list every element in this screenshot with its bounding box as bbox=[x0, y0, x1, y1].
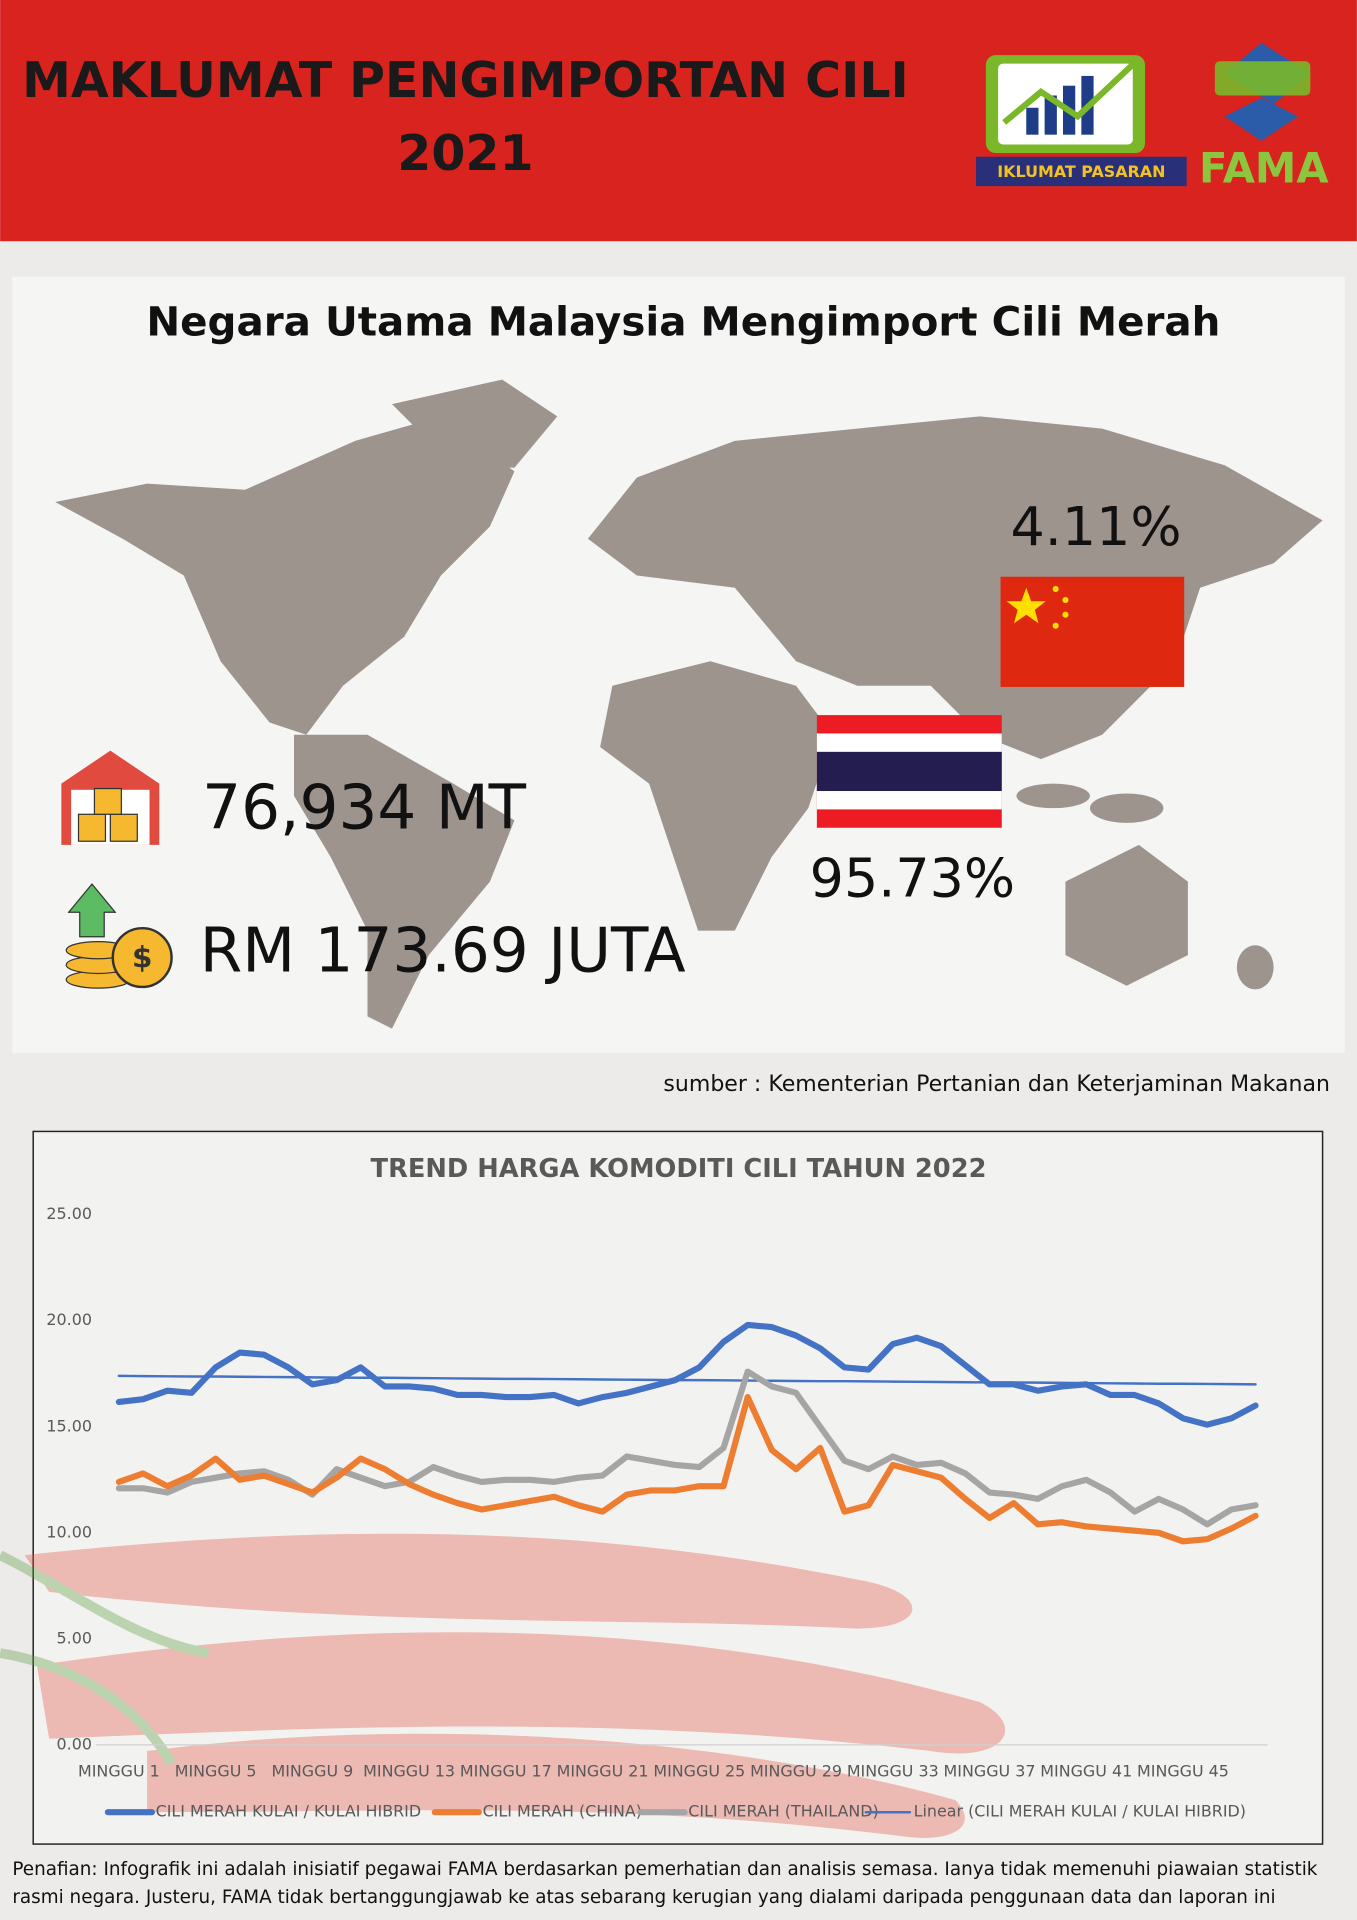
x-tick-label: MINGGU 13 bbox=[363, 1761, 455, 1780]
brand: FAMA bbox=[1199, 143, 1329, 192]
legend-label: CILI MERAH (CHINA) bbox=[483, 1802, 642, 1821]
logo-text: IKLUMAT PASARAN bbox=[997, 162, 1165, 181]
disclaimer: Penafian: Infografik ini adalah inisiati… bbox=[12, 1859, 1317, 1880]
legend-label: CILI MERAH (THAILAND) bbox=[688, 1802, 878, 1821]
x-tick-label: MINGGU 17 bbox=[460, 1761, 552, 1780]
import-volume: 76,934 MT bbox=[202, 772, 526, 843]
china-flag bbox=[1000, 576, 1185, 687]
y-tick-label: 25.00 bbox=[46, 1204, 92, 1223]
x-tick-label: MINGGU 45 bbox=[1137, 1761, 1229, 1780]
disclaimer: rasmi negara. Justeru, FAMA tidak bertan… bbox=[12, 1887, 1275, 1908]
thailand-share: 95.73% bbox=[810, 846, 1015, 909]
y-tick-label: 15.00 bbox=[46, 1416, 92, 1435]
x-tick-label: MINGGU 41 bbox=[1040, 1761, 1132, 1780]
source-note: sumber : Kementerian Pertanian dan Keter… bbox=[663, 1072, 1330, 1097]
legend-label: CILI MERAH KULAI / KULAI HIBRID bbox=[156, 1802, 421, 1821]
x-tick-label: MINGGU 29 bbox=[750, 1761, 842, 1780]
chart-title: TREND HARGA KOMODITI CILI TAHUN 2022 bbox=[371, 1154, 987, 1184]
x-tick-label: MINGGU 9 bbox=[271, 1761, 353, 1780]
x-tick-label: MINGGU 1 bbox=[78, 1761, 160, 1780]
header-band bbox=[0, 0, 1357, 242]
series-line bbox=[115, 1394, 1259, 1545]
thailand-flag bbox=[816, 715, 1002, 828]
x-tick-label: MINGGU 21 bbox=[557, 1761, 649, 1780]
x-tick-label: MINGGU 37 bbox=[944, 1761, 1036, 1780]
market-logo: IKLUMAT PASARAN bbox=[976, 55, 1187, 187]
x-tick-label: MINGGU 33 bbox=[847, 1761, 939, 1780]
header-title: 2021 bbox=[397, 125, 533, 182]
header-title: MAKLUMAT PENGIMPORTAN CILI bbox=[22, 52, 909, 109]
y-tick-label: 10.00 bbox=[46, 1522, 92, 1541]
y-tick-label: 20.00 bbox=[46, 1310, 92, 1329]
series-line bbox=[115, 1321, 1259, 1428]
x-tick-label: MINGGU 25 bbox=[653, 1761, 745, 1780]
y-tick-label: 5.00 bbox=[57, 1628, 92, 1647]
svg-text:$: $ bbox=[132, 940, 152, 974]
import-value: RM 173.69 JUTA bbox=[200, 916, 686, 987]
map-title: Negara Utama Malaysia Mengimport Cili Me… bbox=[146, 297, 1220, 345]
money-icon: $ bbox=[65, 883, 173, 989]
fama-logo: FAMA bbox=[1199, 42, 1329, 192]
series-line bbox=[117, 1374, 1257, 1386]
y-tick-label: 0.00 bbox=[57, 1734, 92, 1753]
legend-label: Linear (CILI MERAH KULAI / KULAI HIBRID) bbox=[914, 1802, 1246, 1821]
x-tick-label: MINGGU 5 bbox=[175, 1761, 257, 1780]
china-share: 4.11% bbox=[1010, 495, 1181, 558]
warehouse-icon bbox=[61, 750, 160, 845]
chilli-decoration bbox=[0, 1533, 1006, 1838]
